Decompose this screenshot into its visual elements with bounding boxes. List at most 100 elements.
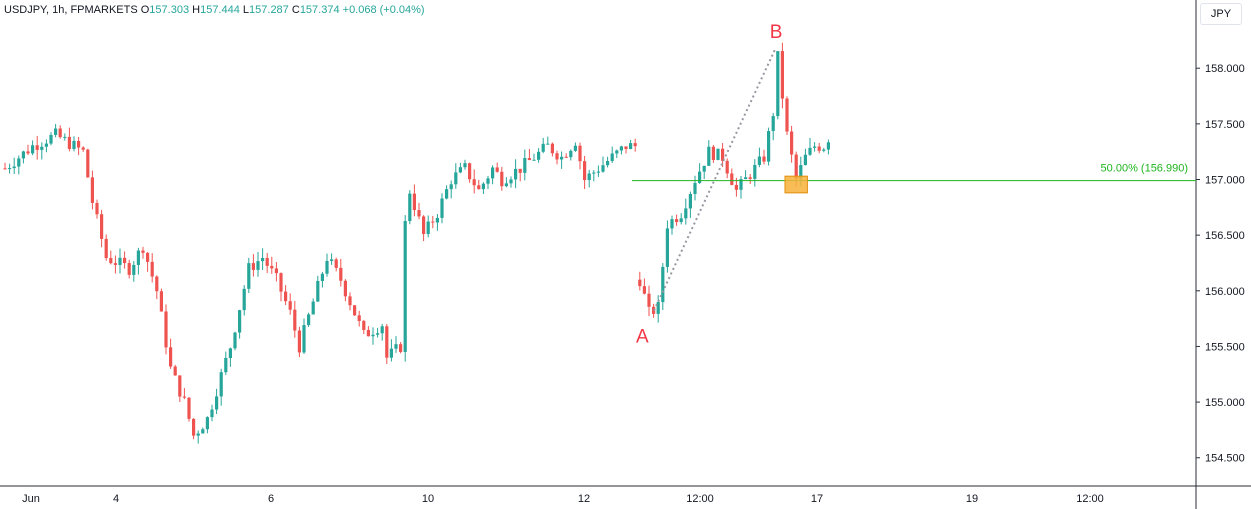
candle-down (730, 173, 734, 185)
candle-up (316, 280, 320, 302)
candle-down (675, 219, 679, 223)
candle-up (54, 128, 58, 135)
candle-up (458, 167, 462, 173)
candle-up (311, 301, 315, 315)
candle-up (537, 151, 541, 160)
candle-up (615, 150, 619, 154)
candle-down (583, 161, 587, 181)
candle-down (155, 276, 159, 292)
candle-up (445, 189, 449, 199)
candle-down (178, 375, 182, 397)
candle-up (813, 146, 817, 148)
currency-button[interactable]: JPY (1200, 3, 1242, 25)
candle-up (307, 314, 311, 326)
candle-down (58, 128, 62, 138)
chart-legend: USDJPY, 1h, FPMARKETS O157.303 H157.444 … (4, 4, 425, 16)
price-tick-label: 157.000 (1205, 175, 1245, 187)
candle-up (532, 159, 536, 161)
candle-up (504, 183, 508, 187)
candle-up (132, 264, 136, 275)
candle-down (127, 263, 131, 275)
candle-up (228, 348, 232, 359)
candle-up (330, 259, 334, 261)
candle-up (739, 179, 743, 190)
candle-down (77, 140, 81, 148)
candle-up (771, 116, 775, 132)
candle-down (67, 136, 71, 149)
candle-down (288, 301, 292, 310)
price-tick-label: 156.500 (1205, 230, 1245, 242)
candle-down (417, 210, 421, 217)
candle-down (412, 193, 416, 211)
candle-up (376, 333, 380, 335)
candle-down (794, 154, 798, 179)
candle-up (661, 266, 665, 303)
candle-up (49, 134, 53, 144)
candle-up (408, 193, 412, 222)
candle-up (394, 344, 398, 349)
candle-up (463, 163, 467, 168)
price-tick-label: 157.500 (1205, 119, 1245, 131)
candle-down (284, 291, 288, 302)
price-tick-label: 158.000 (1205, 63, 1245, 75)
candle-up (546, 143, 550, 145)
candle-up (670, 219, 674, 229)
candle-down (647, 293, 651, 307)
candle-up (569, 150, 573, 158)
candle-down (109, 258, 113, 264)
candle-down (817, 146, 821, 151)
candle-down (164, 311, 168, 348)
price-tick-label: 155.000 (1205, 397, 1245, 409)
candle-up (63, 136, 67, 138)
candle-up (744, 177, 748, 180)
candle-down (785, 98, 789, 132)
candle-down (251, 263, 255, 270)
candle-up (325, 260, 329, 274)
candle-up (822, 149, 826, 151)
symbol-label: USDJPY, 1h, FPMARKETS (4, 4, 138, 16)
candle-up (201, 429, 205, 434)
candle-up (481, 183, 485, 190)
candle-down (265, 257, 269, 266)
candle-up (619, 146, 623, 151)
candle-down (343, 280, 347, 297)
candle-up (601, 165, 605, 172)
candle-down (468, 163, 472, 180)
candle-down (100, 214, 104, 239)
candle-down (113, 263, 117, 265)
candle-up (679, 218, 683, 223)
change-value: +0.068 (+0.04%) (342, 4, 425, 16)
point-b-label: B (770, 22, 783, 43)
candle-up (486, 178, 490, 184)
candle-up (698, 171, 702, 183)
candle-up (803, 154, 807, 166)
time-tick-label: 12:00 (1076, 493, 1104, 505)
candle-up (629, 143, 633, 150)
candle-down (366, 329, 370, 337)
time-tick-label: 6 (268, 493, 274, 505)
highlight-zone (784, 175, 808, 194)
close-label: C (291, 4, 300, 16)
price-tick-label: 155.500 (1205, 341, 1245, 353)
candle-up (389, 348, 393, 358)
candle-down (270, 265, 274, 269)
candle-down (422, 216, 426, 235)
candle-up (136, 250, 140, 265)
candle-down (348, 296, 352, 306)
candle-up (491, 167, 495, 179)
candle-up (320, 273, 324, 281)
candle-up (31, 145, 35, 154)
candle-up (573, 145, 577, 151)
candle-down (734, 184, 738, 190)
time-tick-label: 12 (578, 493, 590, 505)
candle-up (454, 172, 458, 185)
point-a-label: A (636, 327, 649, 348)
candle-down (26, 151, 30, 154)
candle-up (21, 151, 25, 159)
candle-down (279, 273, 283, 292)
candle-up (702, 165, 706, 172)
candle-down (477, 185, 481, 190)
candle-down (159, 291, 163, 312)
time-tick-label: 12:00 (686, 493, 714, 505)
